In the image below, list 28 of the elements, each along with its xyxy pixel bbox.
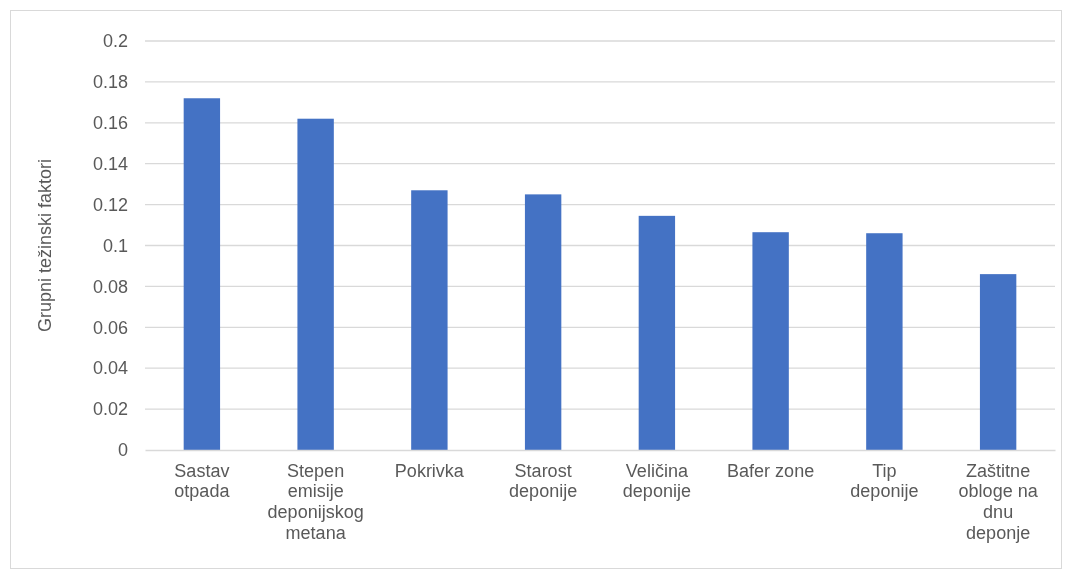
- y-tick-label: 0.1: [102, 235, 128, 256]
- bar: [297, 118, 334, 450]
- y-tick-label: 0.14: [92, 153, 128, 174]
- bar: [411, 190, 448, 450]
- y-tick-label: 0.16: [92, 113, 128, 134]
- x-tick-label: Veličina deponije: [622, 460, 691, 502]
- bar: [638, 215, 676, 450]
- x-tick-label: Zaštitne obloge na dnu deponje: [958, 460, 1039, 543]
- x-tick-label: Bafer zone: [727, 460, 815, 481]
- bar: [183, 98, 221, 450]
- x-tick-label: Pokrivka: [394, 460, 465, 481]
- y-tick-label: 0.08: [92, 276, 128, 297]
- x-tick-label: Starost deponije: [509, 460, 578, 502]
- y-tick-label: 0.12: [92, 194, 128, 215]
- bar: [752, 232, 789, 450]
- y-tick-label: 0.02: [92, 399, 128, 420]
- x-tick-label: Stepen emisije deponijskog metana: [267, 460, 364, 543]
- y-tick-label: 0: [117, 440, 128, 461]
- bar: [866, 233, 903, 450]
- bar: [979, 274, 1017, 450]
- y-tick-label: 0.18: [92, 72, 128, 93]
- y-tick-label: 0.06: [92, 317, 128, 338]
- x-tick-label: Sastav otpada: [174, 460, 231, 502]
- bar: [524, 194, 562, 450]
- y-tick-label: 0.2: [102, 31, 128, 52]
- y-tick-label: 0.04: [92, 358, 128, 379]
- x-tick-label: Tip deponije: [850, 460, 919, 502]
- y-axis-title: Grupni težinski faktori: [35, 158, 55, 333]
